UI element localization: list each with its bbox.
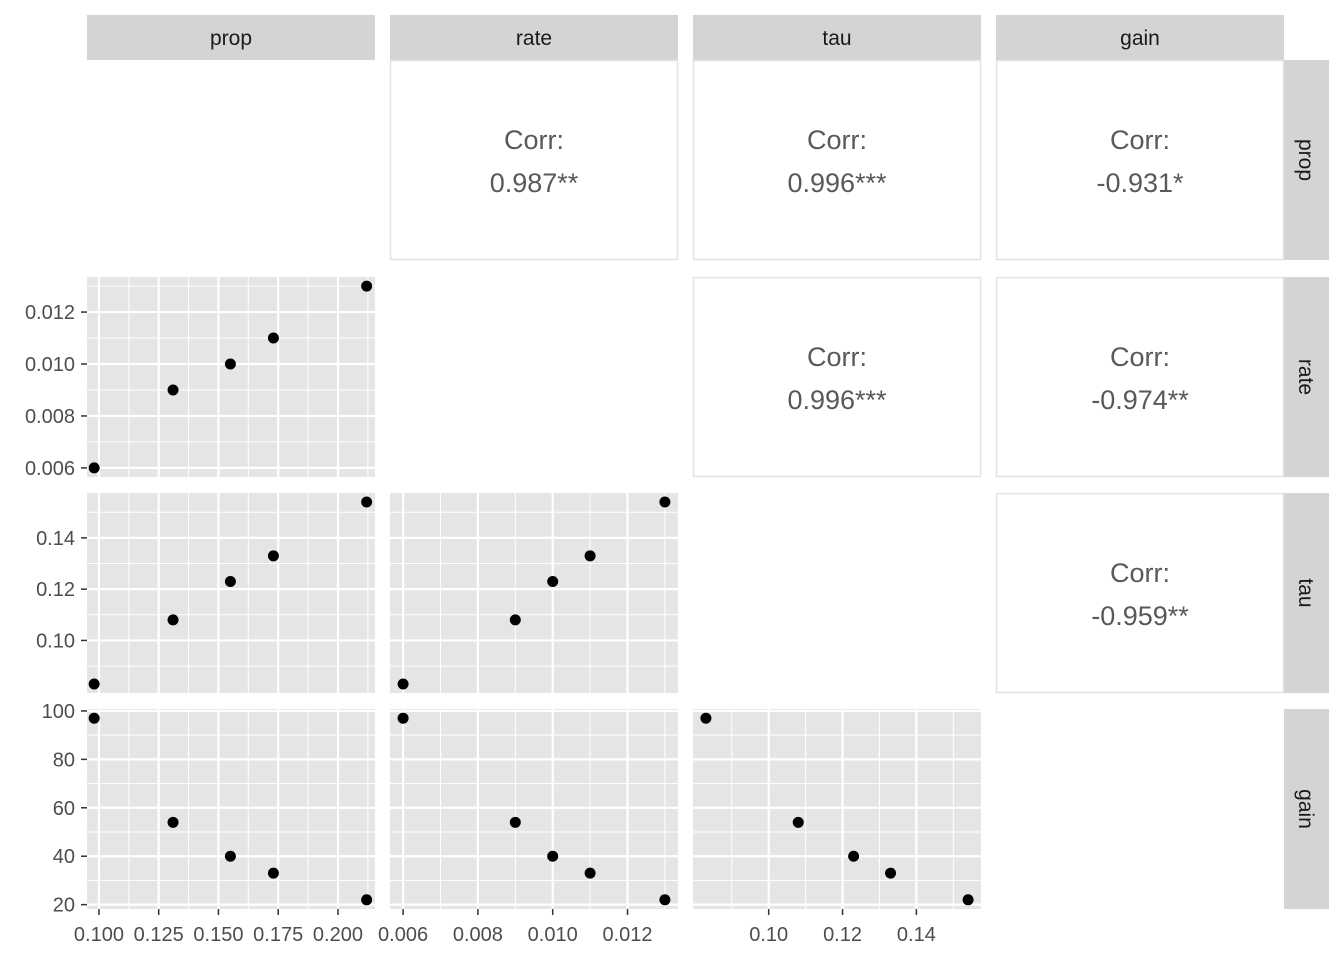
corr-panel-prop-gain [995, 59, 1285, 261]
corr-value-tau-gain: -0.959** [1091, 601, 1189, 631]
x-tick-label-prop: 0.100 [74, 924, 124, 946]
x-tick-label-prop: 0.150 [193, 924, 243, 946]
data-point-rate-vs-prop [167, 384, 179, 396]
data-point-gain-vs-tau [700, 712, 712, 724]
corr-label-prop-gain: Corr: [1110, 125, 1170, 155]
scatter-panel-gain-vs-prop [87, 709, 375, 909]
data-point-rate-vs-prop [224, 358, 236, 370]
corr-value-rate-tau: 0.996*** [787, 385, 887, 415]
data-point-gain-vs-prop [167, 816, 179, 828]
x-tick-label-rate: 0.008 [453, 924, 503, 946]
row-strip-tau [1284, 493, 1329, 693]
scatter-panel-gain-vs-rate [390, 709, 678, 909]
y-tick-label-gain: 60 [53, 798, 75, 820]
data-point-gain-vs-tau [885, 867, 897, 879]
data-point-gain-vs-tau [792, 816, 804, 828]
data-point-gain-vs-rate [397, 712, 409, 724]
column-strip-label-rate: rate [516, 27, 552, 50]
row-strip-label-tau: tau [1294, 578, 1317, 607]
y-tick-label-gain: 80 [53, 749, 75, 771]
x-tick-label-prop: 0.200 [313, 924, 363, 946]
data-point-rate-vs-prop [361, 280, 373, 292]
y-tick-label-tau: 0.14 [36, 528, 75, 550]
x-tick-label-rate: 0.012 [602, 924, 652, 946]
x-tick-label-tau: 0.10 [749, 924, 788, 946]
corr-panel-rate-tau [692, 276, 982, 478]
data-point-tau-vs-prop [224, 575, 236, 587]
corr-label-prop-rate: Corr: [504, 125, 564, 155]
corr-panel-tau-gain [995, 492, 1285, 694]
data-point-tau-vs-prop [167, 614, 179, 626]
corr-label-rate-tau: Corr: [807, 342, 867, 372]
corr-label-prop-tau: Corr: [807, 125, 867, 155]
scatter-panel-tau-vs-rate [390, 493, 678, 693]
row-strip-rate [1284, 277, 1329, 477]
y-tick-label-rate: 0.012 [25, 302, 75, 324]
corr-value-rate-gain: -0.974** [1091, 385, 1189, 415]
data-point-gain-vs-prop [224, 850, 236, 862]
x-tick-label-prop: 0.175 [253, 924, 303, 946]
scatter-panel-tau-vs-prop [87, 493, 375, 693]
row-strip-prop [1284, 60, 1329, 260]
corr-panel-prop-rate [389, 59, 679, 261]
column-strip-label-tau: tau [822, 27, 851, 50]
y-tick-label-gain: 20 [53, 895, 75, 917]
x-tick-label-rate: 0.010 [528, 924, 578, 946]
data-point-tau-vs-prop [267, 550, 279, 562]
data-point-tau-vs-rate [584, 550, 596, 562]
data-point-gain-vs-rate [659, 894, 671, 906]
y-tick-label-gain: 40 [53, 846, 75, 868]
scatter-panel-rate-vs-prop [87, 277, 375, 477]
x-tick-label-prop: 0.125 [134, 924, 184, 946]
row-strip-label-prop: prop [1294, 139, 1317, 181]
data-point-gain-vs-tau [848, 850, 860, 862]
data-point-tau-vs-rate [509, 614, 521, 626]
corr-panel-prop-tau [692, 59, 982, 261]
row-strip-label-rate: rate [1294, 359, 1317, 395]
y-tick-label-tau: 0.10 [36, 630, 75, 652]
x-tick-label-rate: 0.006 [378, 924, 428, 946]
data-point-tau-vs-prop [88, 678, 100, 690]
data-point-gain-vs-prop [361, 894, 373, 906]
data-point-gain-vs-rate [509, 816, 521, 828]
y-tick-label-rate: 0.010 [25, 354, 75, 376]
data-point-gain-vs-rate [547, 850, 559, 862]
corr-label-tau-gain: Corr: [1110, 558, 1170, 588]
data-point-tau-vs-rate [659, 496, 671, 508]
y-tick-label-tau: 0.12 [36, 579, 75, 601]
scatter-panel-gain-vs-tau [693, 709, 981, 909]
column-strip-label-prop: prop [210, 27, 252, 50]
y-tick-label-rate: 0.006 [25, 458, 75, 480]
column-strip-tau [693, 15, 981, 60]
x-tick-label-tau: 0.14 [897, 924, 936, 946]
corr-label-rate-gain: Corr: [1110, 342, 1170, 372]
data-point-tau-vs-prop [361, 496, 373, 508]
data-point-tau-vs-rate [547, 575, 559, 587]
data-point-gain-vs-prop [267, 867, 279, 879]
column-strip-gain [996, 15, 1284, 60]
data-point-rate-vs-prop [267, 332, 279, 344]
row-strip-label-gain: gain [1294, 789, 1317, 829]
data-point-gain-vs-prop [88, 712, 100, 724]
column-strip-rate [390, 15, 678, 60]
x-tick-label-tau: 0.12 [823, 924, 862, 946]
data-point-gain-vs-rate [584, 867, 596, 879]
corr-panel-rate-gain [995, 276, 1285, 478]
column-strip-prop [87, 15, 375, 60]
data-point-gain-vs-tau [962, 894, 974, 906]
corr-value-prop-tau: 0.996*** [787, 168, 887, 198]
data-point-rate-vs-prop [88, 462, 100, 474]
y-tick-label-gain: 100 [42, 701, 75, 723]
corr-value-prop-rate: 0.987** [490, 168, 579, 198]
column-strip-label-gain: gain [1120, 27, 1160, 50]
corr-value-prop-gain: -0.931* [1096, 168, 1184, 198]
y-tick-label-rate: 0.008 [25, 406, 75, 428]
data-point-tau-vs-rate [397, 678, 409, 690]
row-strip-gain [1284, 709, 1329, 909]
